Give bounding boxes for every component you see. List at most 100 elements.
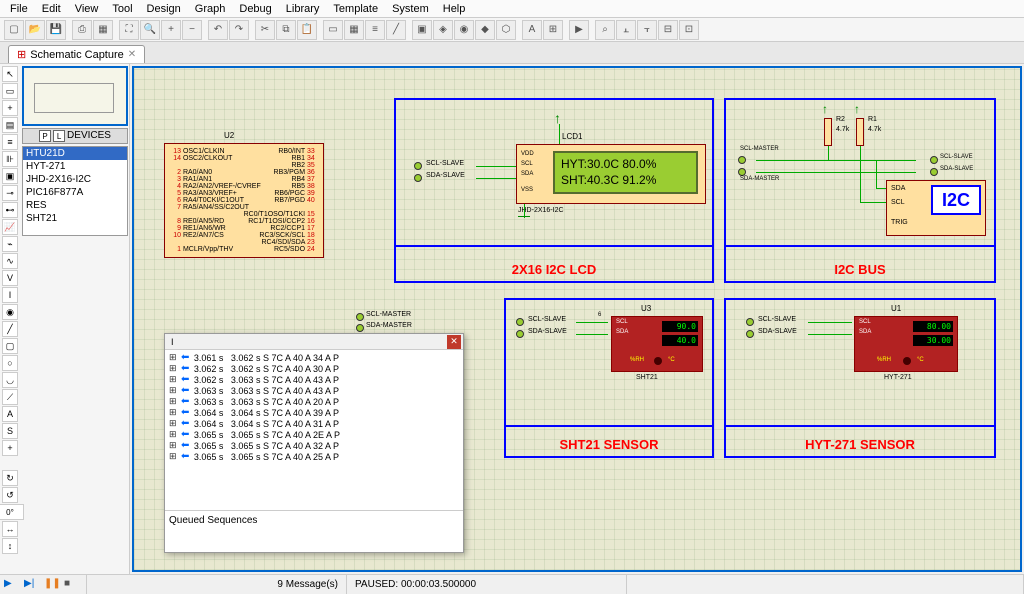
tool-grid[interactable]: ▦ [344,20,364,40]
mode-2d-box[interactable]: ▢ [2,338,18,354]
tab-close-icon[interactable]: ✕ [128,49,136,60]
pick-device-icon[interactable]: P [39,130,51,142]
debug-row[interactable]: ⊞⬅ 3.064 s 3.064 s S 7C A 40 A 39 A P [169,407,459,418]
mode-label[interactable]: ▤ [2,117,18,133]
tool-paste[interactable]: 📋 [297,20,317,40]
tool-comp3[interactable]: ◉ [454,20,474,40]
mode-probe-i[interactable]: I [2,287,18,303]
tab-schematic[interactable]: ⊞ Schematic Capture ✕ [8,45,145,63]
tool-align1[interactable]: ⫠ [616,20,636,40]
menu-edit[interactable]: Edit [36,1,67,17]
mode-2d-text[interactable]: A [2,406,18,422]
tool-area[interactable]: ▦ [93,20,113,40]
mode-2d-arc[interactable]: ◡ [2,372,18,388]
debug-close-icon[interactable]: ✕ [447,335,461,349]
tool-zoom[interactable]: 🔍 [140,20,160,40]
mode-select[interactable]: ↖ [2,66,18,82]
tool-comp2[interactable]: ◈ [433,20,453,40]
menu-file[interactable]: File [4,1,34,17]
tool-zoom-fit[interactable]: ⛶ [119,20,139,40]
device-item[interactable]: HTU21D [23,147,127,160]
menu-system[interactable]: System [386,1,435,17]
mode-pin[interactable]: ⊷ [2,202,18,218]
mode-2d-path[interactable]: ⟋ [2,389,18,405]
schematic-canvas[interactable]: U2 13 OSC1/CLKINRB0/INT 3314 OSC2/CLKOUT… [132,66,1022,572]
tool-find[interactable]: ⌕ [595,20,615,40]
tool-bus[interactable]: ⊞ [543,20,563,40]
i2c-debug-window[interactable]: I ✕ ⊞⬅ 3.061 s 3.062 s S 7C A 40 A 34 A … [164,333,464,553]
menu-template[interactable]: Template [327,1,384,17]
tool-comp1[interactable]: ▣ [412,20,432,40]
device-item[interactable]: SHT21 [23,212,127,225]
sim-step[interactable]: ▶| [24,578,42,592]
tool-comp5[interactable]: ⬡ [496,20,516,40]
mode-2d-line[interactable]: ╱ [2,321,18,337]
debug-row[interactable]: ⊞⬅ 3.065 s 3.065 s S 7C A 40 A 2E A P [169,429,459,440]
mode-probe-v[interactable]: V [2,270,18,286]
sim-pause[interactable]: ❚❚ [44,578,62,592]
tool-run[interactable]: ▶ [569,20,589,40]
tool-open[interactable]: 📂 [25,20,45,40]
menu-tool[interactable]: Tool [106,1,138,17]
menu-debug[interactable]: Debug [233,1,277,17]
tool-zoom-out[interactable]: − [182,20,202,40]
tool-new[interactable]: ▢ [4,20,24,40]
menu-help[interactable]: Help [437,1,472,17]
mode-gen[interactable]: ∿ [2,253,18,269]
device-item[interactable]: PIC16F877A [23,186,127,199]
debug-row[interactable]: ⊞⬅ 3.065 s 3.065 s S 7C A 40 A 25 A P [169,451,459,462]
mirror-x[interactable]: ↔ [2,521,18,537]
rotate-ccw[interactable]: ↺ [2,487,18,503]
tool-align2[interactable]: ⫟ [637,20,657,40]
mode-component[interactable]: ▭ [2,83,18,99]
component-i2c-debugger[interactable]: SDA SCL TRIG I2C [886,180,986,236]
debug-row[interactable]: ⊞⬅ 3.064 s 3.064 s S 7C A 40 A 31 A P [169,418,459,429]
tool-zoom-in[interactable]: + [161,20,181,40]
mode-graph[interactable]: 📈 [2,219,18,235]
rotate-cw[interactable]: ↻ [2,470,18,486]
component-lcd[interactable]: HYT:30.0C 80.0% SHT:40.3C 91.2% VDD SCL … [516,144,706,204]
tool-align3[interactable]: ⊟ [658,20,678,40]
mode-subckt[interactable]: ▣ [2,168,18,184]
menu-library[interactable]: Library [280,1,326,17]
debug-row[interactable]: ⊞⬅ 3.061 s 3.062 s S 7C A 40 A 34 A P [169,352,459,363]
menu-design[interactable]: Design [141,1,187,17]
tool-align4[interactable]: ⊡ [679,20,699,40]
mode-symbol[interactable]: S [2,423,18,439]
status-messages[interactable]: 9 Message(s) [87,575,347,594]
tool-undo[interactable]: ↶ [208,20,228,40]
tool-comp4[interactable]: ◆ [475,20,495,40]
component-r2[interactable] [824,118,832,146]
mode-tape[interactable]: ⌁ [2,236,18,252]
tool-layers[interactable]: ≡ [365,20,385,40]
debug-log[interactable]: ⊞⬅ 3.061 s 3.062 s S 7C A 40 A 34 A P⊞⬅ … [165,350,463,510]
menu-graph[interactable]: Graph [189,1,232,17]
mirror-y[interactable]: ↕ [2,538,18,554]
mode-junction[interactable]: + [2,100,18,116]
mode-bus[interactable]: ⊪ [2,151,18,167]
debug-row[interactable]: ⊞⬅ 3.062 s 3.063 s S 7C A 40 A 43 A P [169,374,459,385]
libraries-icon[interactable]: L [53,130,65,142]
tool-save[interactable]: 💾 [46,20,66,40]
component-hyt271[interactable]: SCL SDA 80.00 30.00 %RH °C [854,316,958,372]
devices-list[interactable]: HTU21DHYT-271JHD-2X16-I2CPIC16F877ARESSH… [22,146,128,236]
mode-instr[interactable]: ◉ [2,304,18,320]
sim-stop[interactable]: ■ [64,578,82,592]
debug-row[interactable]: ⊞⬅ 3.065 s 3.065 s S 7C A 40 A 32 A P [169,440,459,451]
tool-text[interactable]: A [522,20,542,40]
component-sht21[interactable]: SCL SDA 90.0 40.0 %RH °C [611,316,703,372]
debug-window-header[interactable]: I ✕ [165,334,463,350]
tool-copy[interactable]: ⧉ [276,20,296,40]
mode-text[interactable]: ≡ [2,134,18,150]
device-item[interactable]: RES [23,199,127,212]
tool-print[interactable]: ⎙ [72,20,92,40]
device-item[interactable]: JHD-2X16-I2C [23,173,127,186]
component-u2-pic16f877a[interactable]: U2 13 OSC1/CLKINRB0/INT 3314 OSC2/CLKOUT… [164,143,324,258]
debug-row[interactable]: ⊞⬅ 3.063 s 3.063 s S 7C A 40 A 20 A P [169,396,459,407]
menu-view[interactable]: View [69,1,105,17]
debug-row[interactable]: ⊞⬅ 3.062 s 3.062 s S 7C A 40 A 30 A P [169,363,459,374]
component-r1[interactable] [856,118,864,146]
mode-2d-circle[interactable]: ○ [2,355,18,371]
sim-play[interactable]: ▶ [4,578,22,592]
tool-cut[interactable]: ✂ [255,20,275,40]
